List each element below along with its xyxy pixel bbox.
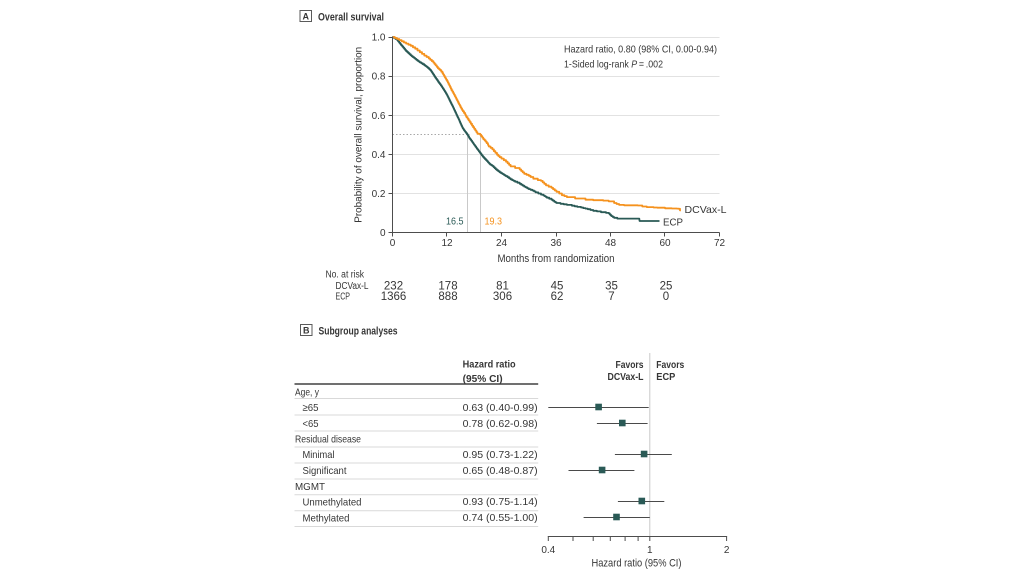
svg-text:1.0: 1.0 xyxy=(372,33,386,44)
svg-text:36: 36 xyxy=(550,238,562,249)
svg-text:232: 232 xyxy=(384,280,403,292)
svg-text:<65: <65 xyxy=(303,418,319,430)
svg-text:48: 48 xyxy=(605,238,617,249)
svg-text:Months from randomization: Months from randomization xyxy=(498,253,615,265)
svg-text:0.6: 0.6 xyxy=(372,111,386,122)
svg-text:45: 45 xyxy=(551,280,564,292)
svg-text:A: A xyxy=(302,12,309,22)
svg-text:178: 178 xyxy=(438,280,457,292)
svg-text:1-Sided log-rank P = .002: 1-Sided log-rank P = .002 xyxy=(564,59,663,71)
svg-text:0.95 (0.73-1.22): 0.95 (0.73-1.22) xyxy=(463,449,538,461)
svg-text:Unmethylated: Unmethylated xyxy=(303,497,362,509)
svg-text:≥65: ≥65 xyxy=(303,402,319,414)
svg-text:Minimal: Minimal xyxy=(303,449,335,461)
svg-text:0.74 (0.55-1.00): 0.74 (0.55-1.00) xyxy=(463,512,538,524)
svg-text:Methylated: Methylated xyxy=(303,513,350,525)
svg-text:35: 35 xyxy=(605,280,618,292)
svg-text:0: 0 xyxy=(663,291,669,303)
svg-text:Residual disease: Residual disease xyxy=(295,434,361,446)
svg-text:DCVax-L: DCVax-L xyxy=(336,281,369,292)
svg-text:ECP: ECP xyxy=(656,371,675,383)
svg-text:Hazard ratio (95% CI): Hazard ratio (95% CI) xyxy=(592,558,682,570)
svg-text:Probability of overall surviva: Probability of overall survival, proport… xyxy=(353,47,365,223)
svg-text:Overall survival: Overall survival xyxy=(318,11,384,23)
svg-text:12: 12 xyxy=(441,238,453,249)
svg-text:0.65 (0.48-0.87): 0.65 (0.48-0.87) xyxy=(463,465,538,477)
svg-text:306: 306 xyxy=(493,291,512,303)
svg-text:60: 60 xyxy=(659,238,671,249)
svg-text:19.3: 19.3 xyxy=(485,216,503,228)
svg-text:Age, y: Age, y xyxy=(295,387,320,399)
svg-text:81: 81 xyxy=(496,280,509,292)
svg-text:ECP: ECP xyxy=(336,292,351,303)
svg-text:Hazard ratio, 0.80 (98% CI, 0.: Hazard ratio, 0.80 (98% CI, 0.00-0.94) xyxy=(564,44,717,56)
svg-text:0.63 (0.40-0.99): 0.63 (0.40-0.99) xyxy=(463,402,538,414)
svg-text:0.4: 0.4 xyxy=(541,545,555,556)
svg-text:0: 0 xyxy=(390,238,396,249)
svg-text:DCVax-L: DCVax-L xyxy=(685,204,727,216)
svg-text:(95% CI): (95% CI) xyxy=(463,373,503,385)
svg-text:0.4: 0.4 xyxy=(372,150,386,161)
svg-text:Subgroup analyses: Subgroup analyses xyxy=(319,325,398,337)
svg-text:DCVax-L: DCVax-L xyxy=(608,371,644,383)
svg-text:0.78 (0.62-0.98): 0.78 (0.62-0.98) xyxy=(463,418,538,430)
svg-text:Favors: Favors xyxy=(656,359,684,371)
svg-text:888: 888 xyxy=(438,291,457,303)
svg-text:1: 1 xyxy=(647,545,653,556)
svg-text:MGMT: MGMT xyxy=(295,481,326,493)
svg-text:0.8: 0.8 xyxy=(372,72,386,83)
svg-text:0.93 (0.75-1.14): 0.93 (0.75-1.14) xyxy=(463,496,538,508)
svg-text:16.5: 16.5 xyxy=(446,216,464,228)
svg-text:2: 2 xyxy=(724,545,730,556)
svg-text:No. at risk: No. at risk xyxy=(326,270,365,281)
svg-text:7: 7 xyxy=(608,291,614,303)
svg-text:0.2: 0.2 xyxy=(372,189,386,200)
svg-text:24: 24 xyxy=(496,238,508,249)
svg-text:B: B xyxy=(303,326,310,336)
svg-text:62: 62 xyxy=(551,291,564,303)
svg-text:ECP: ECP xyxy=(663,216,683,228)
svg-text:1366: 1366 xyxy=(381,291,407,303)
svg-text:25: 25 xyxy=(660,280,673,292)
svg-text:72: 72 xyxy=(714,238,726,249)
svg-text:Significant: Significant xyxy=(303,465,347,477)
svg-text:Hazard ratio: Hazard ratio xyxy=(463,359,516,371)
svg-text:0: 0 xyxy=(380,228,386,239)
svg-text:Favors: Favors xyxy=(616,359,644,371)
